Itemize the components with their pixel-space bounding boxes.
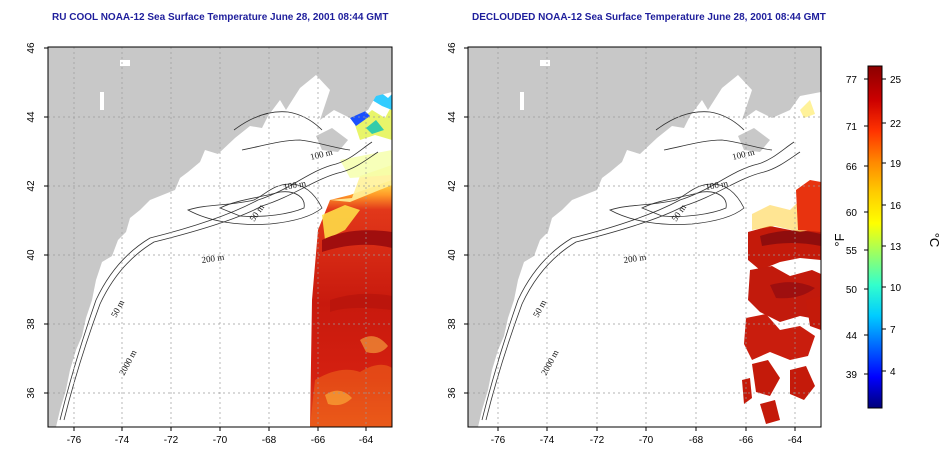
land-mass <box>48 47 392 427</box>
y-tick-label: 46 <box>26 42 37 54</box>
celsius-tick: 22 <box>890 119 902 130</box>
y-tick-label: 36 <box>26 387 37 399</box>
sst-swath-declouded <box>742 100 821 424</box>
x-tick-label: -70 <box>213 435 228 446</box>
y-tick-label: 44 <box>447 111 458 123</box>
x-tick-label: -68 <box>689 435 704 446</box>
y-tick-label: 40 <box>26 249 37 261</box>
contour-label-100m-b: 100 m <box>705 178 729 192</box>
y-tick-label: 38 <box>26 318 37 330</box>
celsius-tick: 13 <box>890 242 902 253</box>
colorbar-gradient <box>867 65 883 409</box>
x-tick-label: -64 <box>359 435 374 446</box>
fahrenheit-tick: 50 <box>846 285 858 296</box>
x-tick-label: -76 <box>67 435 82 446</box>
contour-label-100m-b: 100 m <box>283 178 307 192</box>
graticule <box>48 47 392 427</box>
fahrenheit-tick: 39 <box>846 370 858 381</box>
celsius-label: °C <box>927 233 942 248</box>
bathymetry-contours <box>59 111 379 421</box>
x-tick-label: -64 <box>788 435 803 446</box>
y-tick-label: 36 <box>447 387 458 399</box>
celsius-tick: 4 <box>890 367 896 378</box>
x-tick-label: -72 <box>590 435 605 446</box>
bathymetry-contours <box>481 111 801 421</box>
land-mass <box>468 47 821 427</box>
x-tick-label: -68 <box>262 435 277 446</box>
fahrenheit-tick: 44 <box>846 331 858 342</box>
fahrenheit-label: °F <box>832 233 847 246</box>
celsius-tick: 16 <box>890 201 902 212</box>
temperature-colorbar: 77 71 66 60 55 50 44 39 25 22 19 16 13 1… <box>832 65 942 409</box>
y-tick-label: 42 <box>447 180 458 192</box>
left-map-title: RU COOL NOAA-12 Sea Surface Temperature … <box>52 12 389 23</box>
fahrenheit-tick: 66 <box>846 162 858 173</box>
left-map-panel: 100 m 100 m 50 m 200 m 50 m 2000 m <box>26 42 393 446</box>
celsius-tick: 7 <box>890 325 896 336</box>
fahrenheit-tick: 77 <box>846 75 858 86</box>
x-tick-label: -70 <box>639 435 654 446</box>
celsius-tick: 19 <box>890 159 902 170</box>
map-frame <box>467 46 822 428</box>
sst-swath <box>310 47 392 427</box>
y-tick-label: 42 <box>26 180 37 192</box>
celsius-tick: 10 <box>890 283 902 294</box>
y-tick-label: 44 <box>26 111 37 123</box>
x-tick-label: -66 <box>311 435 326 446</box>
y-tick-label: 38 <box>447 318 458 330</box>
x-tick-label: -74 <box>115 435 130 446</box>
fahrenheit-tick: 71 <box>846 122 858 133</box>
right-map-title: DECLOUDED NOAA-12 Sea Surface Temperatur… <box>472 12 826 23</box>
x-tick-label: -76 <box>491 435 506 446</box>
x-tick-label: -66 <box>739 435 754 446</box>
fahrenheit-tick: 55 <box>846 246 858 257</box>
graticule <box>468 47 821 427</box>
y-tick-label: 46 <box>447 42 458 54</box>
right-map-panel: 100 m 100 m 50 m 200 m 50 m 2000 m <box>447 42 822 446</box>
fahrenheit-tick: 60 <box>846 208 858 219</box>
y-tick-label: 40 <box>447 249 458 261</box>
x-tick-label: -72 <box>164 435 179 446</box>
x-tick-label: -74 <box>540 435 555 446</box>
celsius-tick: 25 <box>890 75 902 86</box>
